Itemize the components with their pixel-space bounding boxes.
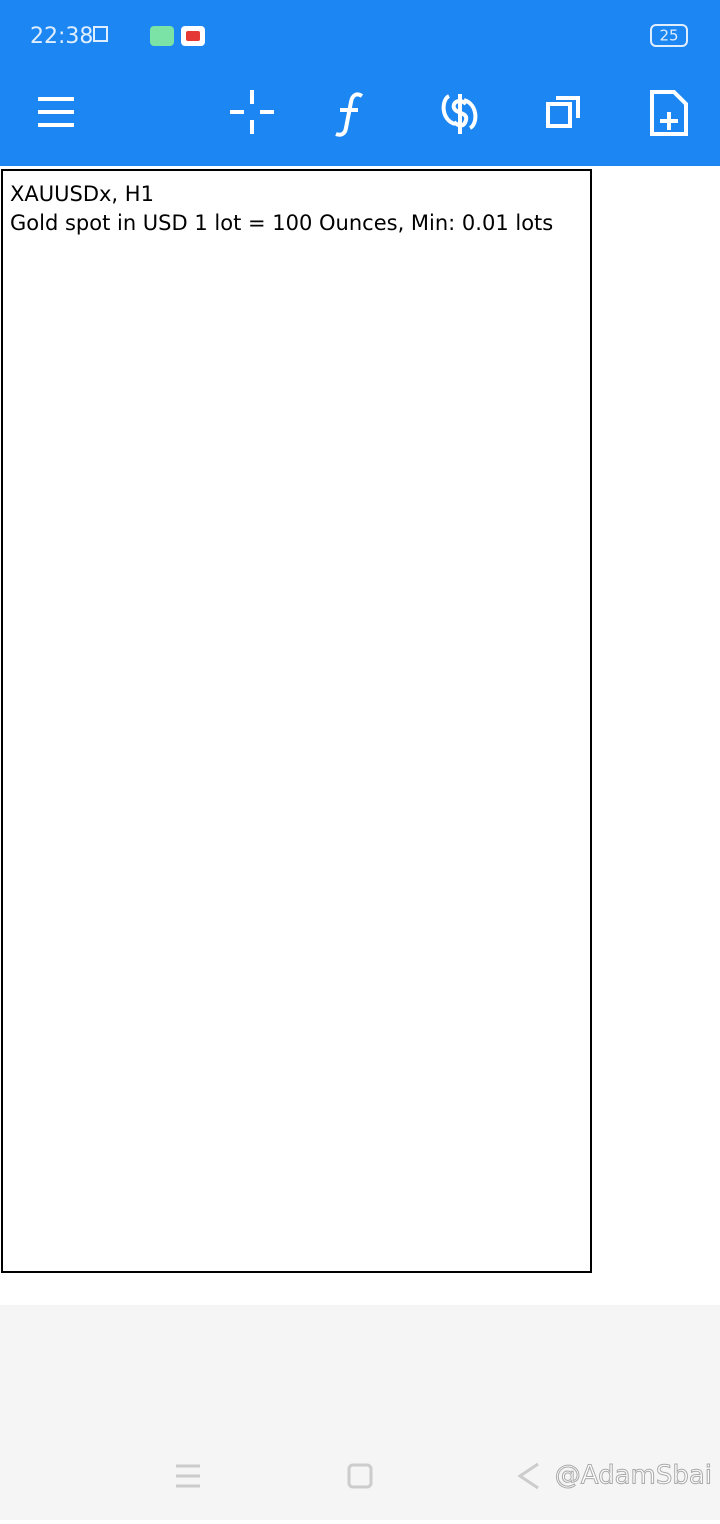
sys-home[interactable]	[347, 1463, 373, 1489]
sys-back[interactable]	[517, 1462, 539, 1490]
chart-subtitle: Gold spot in USD 1 lot = 100 Ounces, Min…	[10, 211, 553, 235]
sys-menu[interactable]	[176, 1464, 200, 1488]
status-icon	[186, 31, 200, 41]
status-time: 22:38	[30, 24, 93, 49]
crosshair-button[interactable]	[230, 90, 274, 134]
battery-level: 25	[659, 27, 678, 45]
bottom-nav	[0, 1305, 720, 1520]
status-icon	[150, 26, 174, 46]
watermark: @AdamSbai	[555, 1461, 712, 1491]
menu-button[interactable]	[38, 97, 74, 127]
plot-frame	[1, 169, 592, 1273]
windows-button[interactable]	[546, 96, 580, 128]
new-order-button[interactable]	[650, 90, 688, 136]
chart-title: XAUUSDx, H1	[10, 182, 154, 206]
status-icon	[93, 26, 108, 42]
top-bar	[0, 0, 720, 166]
chart-area	[0, 166, 720, 1305]
indicators-button[interactable]	[335, 92, 364, 137]
battery	[650, 24, 688, 47]
trade-button[interactable]	[441, 94, 478, 134]
